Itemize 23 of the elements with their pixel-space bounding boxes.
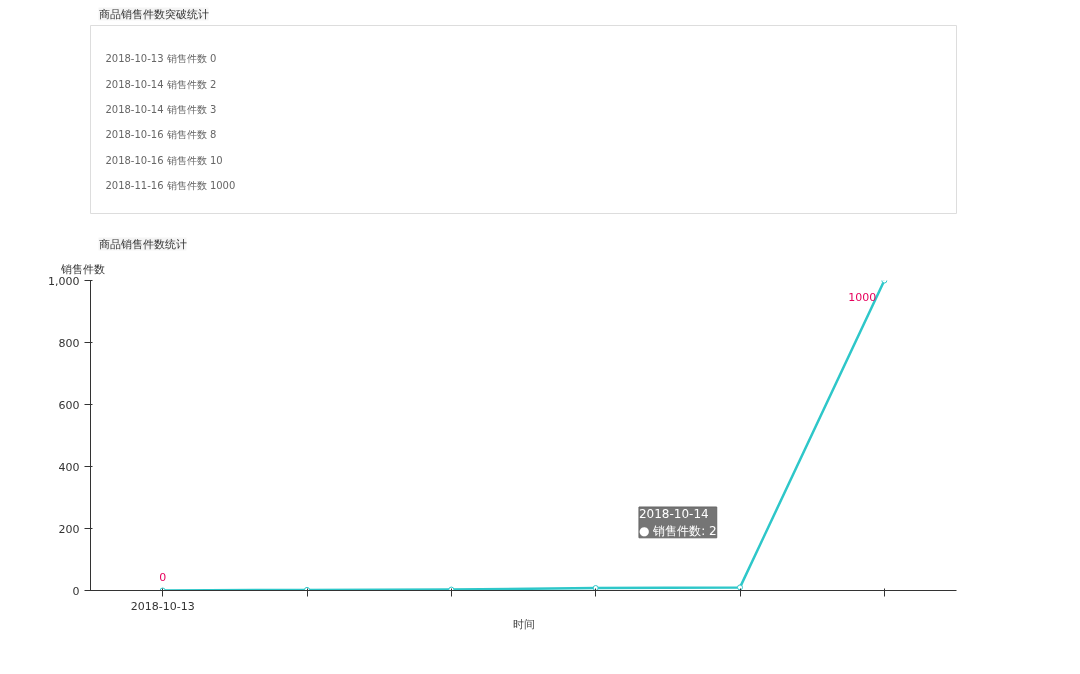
y-tick-label: 0 xyxy=(72,584,80,598)
point xyxy=(448,586,455,591)
x-axis-title: 时间 xyxy=(512,617,535,631)
text: 商品销售件数突破统计 xyxy=(98,7,209,21)
y-tick-label: 200 xyxy=(58,522,80,536)
text: 2018-10-16 销售件数 10 xyxy=(105,154,223,166)
text: 2018-10-14 销售件数 2 xyxy=(105,78,217,90)
y-tick-label: 1,000 xyxy=(48,274,80,288)
x-tick-label: 2018-10-13 xyxy=(130,599,195,613)
chart-title: 商品销售件数统计 xyxy=(98,237,187,251)
annotation: 0 xyxy=(159,570,167,584)
text: 2018-10-16 销售件数 8 xyxy=(105,129,217,141)
text: 2018-10-13 销售件数 0 xyxy=(105,53,217,65)
y-tick-label: 800 xyxy=(58,336,80,350)
point xyxy=(737,584,743,591)
annotation: 1000 xyxy=(848,290,877,304)
y-tick-label: 400 xyxy=(58,460,80,474)
text: 2018-11-16 销售件数 1000 xyxy=(105,180,236,192)
y-tick-label: 600 xyxy=(58,398,80,412)
text: 2018-10-14 销售件数 3 xyxy=(105,104,217,116)
y-axis-title: 销售件数 xyxy=(59,262,105,276)
point xyxy=(592,585,599,591)
annotation: 2018-10-14 ● 销售件数: 2 xyxy=(638,507,717,538)
